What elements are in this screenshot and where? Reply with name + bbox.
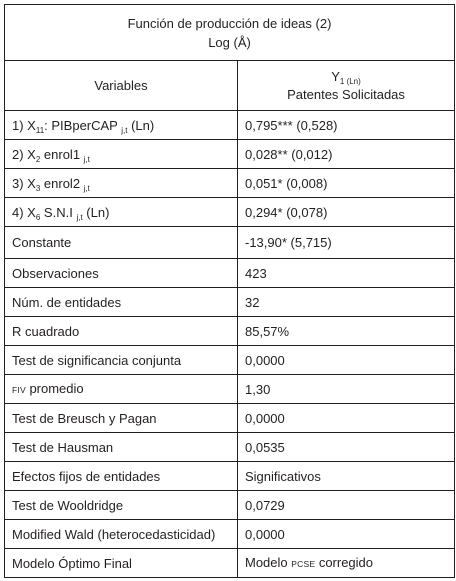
table-row: 2) X2 enrol1 j,t 0,028** (0,012) <box>4 139 456 169</box>
table-row: Observaciones 423 <box>4 258 456 288</box>
table-row: Test de Hausman 0,0535 <box>4 432 456 462</box>
table-row: 1) X11: PIBperCAP j,t (Ln) 0,795*** (0,5… <box>4 110 456 140</box>
header-dependent-variable: Y1 (Ln) Patentes Solicitadas <box>236 60 456 111</box>
row-label: Constante <box>4 226 238 259</box>
row-label: Modelo Óptimo Final <box>4 548 238 578</box>
table-row: FIV promedio 1,30 <box>4 374 456 404</box>
variable-label: 2) X2 enrol1 j,t <box>4 139 238 169</box>
table-row: Modelo Óptimo Final Modelo PCSE corregid… <box>4 548 456 578</box>
row-label: Núm. de entidades <box>4 287 238 317</box>
row-value: Significativos <box>236 461 456 491</box>
row-label: Modified Wald (heterocedasticidad) <box>4 519 238 549</box>
table-row: 4) X6 S.N.I j,t (Ln) 0,294* (0,078) <box>4 197 456 227</box>
row-label: Test de Breusch y Pagan <box>4 403 238 433</box>
table-row: Modified Wald (heterocedasticidad) 0,000… <box>4 519 456 549</box>
row-value: 85,57% <box>236 316 456 346</box>
variable-value: 0,294* (0,078) <box>236 197 456 227</box>
header-variables: Variables <box>4 60 238 111</box>
table-row: R cuadrado 85,57% <box>4 316 456 346</box>
table-row: Test de Breusch y Pagan 0,0000 <box>4 403 456 433</box>
row-value: 423 <box>236 258 456 288</box>
variable-value: 0,028** (0,012) <box>236 139 456 169</box>
variable-value: 0,795*** (0,528) <box>236 110 456 140</box>
row-label: R cuadrado <box>4 316 238 346</box>
table-row: Efectos fijos de entidades Significativo… <box>4 461 456 491</box>
header-y-symbol: Y1 (Ln) <box>331 68 361 86</box>
table-row: Constante -13,90* (5,715) <box>4 226 456 259</box>
row-label: Observaciones <box>4 258 238 288</box>
row-value: -13,90* (5,715) <box>236 226 456 259</box>
row-label: Test de Hausman <box>4 432 238 462</box>
table-title: Función de producción de ideas (2) Log (… <box>3 4 456 61</box>
regression-table: Función de producción de ideas (2) Log (… <box>3 4 456 578</box>
variable-value: 0,051* (0,008) <box>236 168 456 198</box>
row-value: 1,30 <box>236 374 456 404</box>
table-row: Núm. de entidades 32 <box>4 287 456 317</box>
row-label: Test de Wooldridge <box>4 490 238 520</box>
row-value: Modelo PCSE corregido <box>236 548 456 578</box>
table-row: Test de Wooldridge 0,0729 <box>4 490 456 520</box>
row-label: Test de significancia conjunta <box>4 345 238 375</box>
header-y-description: Patentes Solicitadas <box>287 86 405 102</box>
row-value: 0,0000 <box>236 345 456 375</box>
table-row: 3) X3 enrol2 j,t 0,051* (0,008) <box>4 168 456 198</box>
row-value: 0,0000 <box>236 519 456 549</box>
row-label: Efectos fijos de entidades <box>4 461 238 491</box>
variable-label: 3) X3 enrol2 j,t <box>4 168 238 198</box>
row-value: 32 <box>236 287 456 317</box>
table-title-line1: Función de producción de ideas (2) <box>127 15 332 31</box>
table-title-line2: Log (Å) <box>208 34 251 50</box>
row-value: 0,0000 <box>236 403 456 433</box>
row-label: FIV promedio <box>4 374 238 404</box>
row-value: 0,0535 <box>236 432 456 462</box>
row-value: 0,0729 <box>236 490 456 520</box>
regression-table-container: Función de producción de ideas (2) Log (… <box>3 4 456 578</box>
table-row: Test de significancia conjunta 0,0000 <box>4 345 456 375</box>
variable-label: 1) X11: PIBperCAP j,t (Ln) <box>4 110 238 140</box>
variable-label: 4) X6 S.N.I j,t (Ln) <box>4 197 238 227</box>
